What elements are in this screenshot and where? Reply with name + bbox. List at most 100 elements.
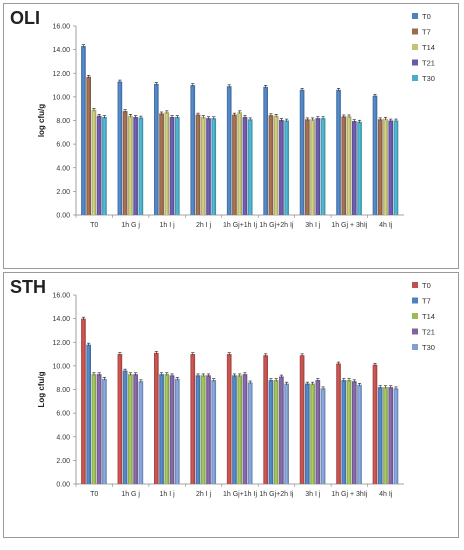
bar	[336, 89, 341, 215]
bar	[211, 380, 217, 484]
bar	[377, 387, 383, 484]
bar	[247, 119, 253, 215]
bar	[81, 46, 86, 215]
bar	[195, 114, 201, 215]
x-tick-label: 1h G j	[121, 491, 140, 498]
bar	[96, 115, 102, 215]
legend-label: T30	[422, 74, 435, 83]
bar	[206, 118, 211, 215]
bar	[263, 86, 268, 215]
x-tick-label: 1h Gj+2h Ij	[259, 491, 293, 498]
bar	[86, 344, 91, 484]
bar	[232, 114, 237, 215]
bar	[299, 89, 305, 215]
bar	[159, 113, 164, 215]
x-tick-label: 4h Ij	[379, 491, 393, 498]
bar	[164, 112, 170, 215]
y-tick-label: 6.00	[56, 142, 70, 149]
chart-panel-sth: STH 0.00 2.00 4.00 6.00 8.00 10.00 12.00 14.00 1…	[3, 272, 459, 538]
x-tick-label: 1h Gj+1h Ij	[223, 222, 257, 229]
bar	[96, 374, 102, 484]
bar	[268, 380, 274, 484]
y-tick-label: 0.00	[56, 213, 70, 220]
y-tick-label: 0.00	[56, 482, 70, 489]
x-tick-label: 1h Gj + 3hIj	[331, 491, 367, 498]
bar	[305, 119, 310, 215]
bar	[242, 374, 248, 484]
y-tick-label: 8.00	[56, 118, 70, 125]
x-tick-label: 1h Gj+2h Ij	[259, 222, 293, 229]
bar	[91, 374, 97, 484]
legend-label: T14	[422, 43, 435, 52]
bar	[86, 76, 91, 215]
legend-label: T21	[422, 328, 435, 337]
bar	[279, 376, 284, 484]
y-tick-label: 2.00	[56, 458, 70, 465]
y-tick-label: 4.00	[56, 165, 70, 172]
legend-label: T21	[422, 59, 435, 68]
legend-swatch	[412, 59, 418, 66]
bar	[169, 375, 175, 484]
bar	[195, 375, 201, 484]
legend-label: T7	[422, 297, 431, 306]
legend-swatch	[412, 282, 418, 288]
x-tick-label: 2h I j	[196, 491, 212, 498]
bar	[351, 121, 357, 215]
y-tick-label: 6.00	[56, 411, 70, 418]
bar-chart-oli: 0.00 2.00 4.00 6.00 8.00 10.00 12.00 14.00 16.00…	[37, 12, 435, 229]
legend-swatch	[412, 313, 418, 319]
bar	[159, 374, 164, 484]
bar	[242, 116, 248, 215]
legend-label: T0	[422, 12, 431, 21]
bar	[372, 364, 378, 484]
bar	[102, 378, 107, 484]
bar	[226, 86, 232, 216]
x-tick-label: 1h Gj+1h Ij	[223, 491, 257, 498]
bar	[284, 383, 289, 484]
bar	[122, 370, 128, 484]
bar	[102, 116, 107, 215]
legend-label: T30	[422, 343, 435, 352]
bar	[310, 383, 315, 484]
bar	[357, 121, 362, 215]
bar	[128, 374, 133, 484]
bar	[284, 120, 289, 215]
x-tick-label: 1h I j	[160, 222, 176, 229]
bar	[383, 118, 388, 215]
bar	[211, 118, 217, 215]
y-tick-label: 10.00	[52, 363, 70, 370]
bar	[174, 378, 180, 484]
y-tick-label: 2.00	[56, 189, 70, 196]
legend-swatch	[412, 344, 418, 350]
bar	[346, 380, 352, 484]
bar	[190, 85, 196, 215]
bar	[91, 109, 97, 215]
bar	[393, 388, 399, 484]
y-tick-label: 16.00	[52, 293, 70, 300]
legend-label: T7	[422, 28, 431, 37]
bar	[320, 388, 326, 484]
panel-label: STH	[10, 277, 46, 297]
bar	[153, 352, 159, 484]
bar	[341, 116, 347, 215]
bar	[200, 375, 206, 484]
bar	[237, 112, 243, 215]
bar	[128, 115, 133, 215]
y-tick-label: 16.00	[52, 24, 70, 31]
x-tick-label: 1h Gj + 3hIj	[331, 222, 367, 229]
x-tick-label: 3h I j	[305, 222, 321, 229]
bar	[388, 387, 394, 484]
bar	[273, 380, 279, 484]
legend-swatch	[412, 297, 418, 304]
bar	[351, 381, 357, 484]
bar	[247, 382, 253, 484]
legend-label: T14	[422, 312, 435, 321]
bar	[346, 116, 352, 215]
bar	[336, 363, 341, 484]
bar	[310, 119, 315, 215]
y-axis-label: Log cfu/g	[37, 371, 46, 407]
bar	[169, 116, 175, 215]
bar	[341, 380, 347, 484]
bar	[153, 83, 159, 215]
y-tick-label: 12.00	[52, 71, 70, 78]
